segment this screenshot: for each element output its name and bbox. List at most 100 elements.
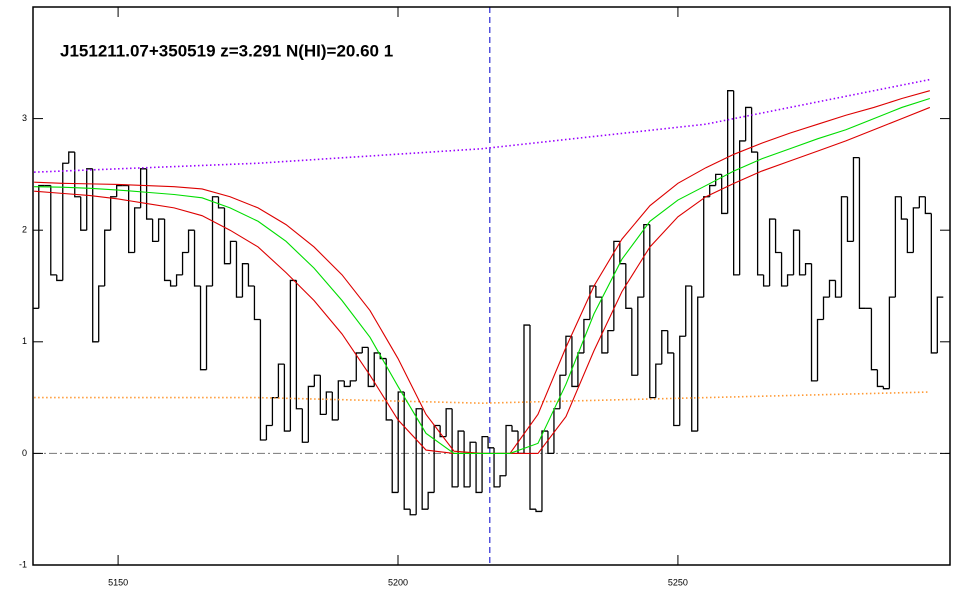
spectrum-step	[98, 285, 105, 342]
spectrum-step	[715, 173, 722, 186]
spectrum-step	[667, 330, 674, 354]
spectrum-step	[816, 318, 824, 381]
spectrum-step	[744, 106, 752, 141]
spectrum-step	[127, 185, 135, 254]
spectrum-step	[367, 347, 375, 388]
spectrum-step	[535, 509, 542, 513]
spectrum-step	[499, 475, 507, 487]
spectrum-step	[325, 391, 333, 415]
spectrum-step	[277, 363, 285, 398]
spectrum-step	[391, 419, 399, 494]
spectrum-step	[661, 329, 668, 365]
spectrum-step	[475, 442, 483, 494]
spectrum-step	[307, 385, 315, 443]
spectrum-step	[295, 280, 303, 410]
spectrum-step	[62, 162, 69, 281]
spectrum-step	[439, 425, 447, 438]
spectrum-step	[936, 296, 944, 353]
y-tick-label: -1	[19, 559, 27, 569]
spectrum-step	[110, 196, 117, 231]
spectrum-step	[199, 286, 207, 371]
spectrum-step	[655, 363, 662, 398]
spectrum-step	[505, 424, 513, 476]
spectrum-step	[397, 391, 405, 493]
spectrum-step	[649, 224, 656, 399]
spectrum-step	[774, 219, 782, 254]
spectrum-step	[756, 152, 764, 276]
spectrum-step	[685, 285, 692, 337]
spectrum-step	[912, 207, 920, 253]
spectrum-step	[733, 90, 740, 276]
spectrum-step	[133, 207, 141, 253]
spectrum-step	[259, 319, 267, 441]
spectrum-step	[924, 196, 932, 215]
spectrum-step	[780, 252, 788, 287]
spectrum-step	[56, 274, 63, 282]
spectrum-step	[349, 380, 357, 387]
spectrum-step	[703, 196, 710, 298]
spectrum-step	[762, 274, 770, 287]
spectrum-step	[38, 184, 45, 309]
spectrum-step	[930, 213, 938, 354]
spectrum-step	[181, 251, 189, 275]
spectrum-step	[870, 308, 878, 371]
spectrum-step	[80, 196, 87, 231]
spectrum-step	[163, 219, 171, 282]
spectrum-step	[355, 352, 363, 381]
spectrum-step	[92, 168, 99, 343]
spectrum-step	[888, 296, 896, 389]
spectrum-step	[409, 509, 417, 516]
spectrum-step	[175, 274, 183, 286]
spectrum-step	[613, 240, 620, 331]
y-tick-label: 2	[22, 225, 27, 235]
y-tick-label: 1	[22, 336, 27, 346]
plot-frame	[32, 6, 951, 566]
spectrum-step	[894, 196, 902, 298]
spectrum-step	[361, 346, 369, 353]
spectrum-step	[451, 408, 459, 488]
spectrum-step	[235, 241, 243, 298]
spectrum-step	[265, 424, 273, 441]
spectrum-step	[840, 196, 848, 298]
spectrum-step	[792, 229, 800, 275]
spectrum-step	[918, 196, 926, 208]
spectrum-step	[469, 441, 477, 487]
spectrum-step	[852, 157, 860, 242]
spectrum-step	[487, 436, 495, 449]
spectrum-step	[247, 263, 255, 287]
spectrum-step	[786, 274, 794, 286]
spectrum-step	[193, 230, 201, 287]
spectrum-step	[595, 286, 602, 298]
dotted-curve	[34, 78, 931, 173]
spectrum-step	[463, 431, 471, 488]
spectrum-step	[738, 140, 746, 275]
spectrum-step	[157, 218, 165, 242]
spectrum-step	[601, 297, 608, 354]
spectrum-step	[571, 336, 578, 388]
spectrum-step	[697, 296, 704, 432]
spectrum-step	[625, 263, 632, 309]
spectrum-step	[229, 240, 237, 264]
spectrum-step	[343, 380, 351, 388]
spectrum-step	[541, 430, 548, 512]
spectrum-step	[906, 219, 914, 254]
spectrum-step	[631, 308, 638, 376]
model-curve	[34, 97, 931, 454]
spectrum-step	[846, 196, 854, 243]
spectrum-step	[337, 380, 345, 420]
spectrum-step	[768, 218, 776, 286]
spectrum-step	[673, 352, 680, 427]
spectrum-step	[834, 280, 842, 298]
spectrum-step	[607, 329, 614, 353]
spectrum-step	[900, 196, 908, 220]
spectrum-step	[385, 358, 393, 421]
spectrum-step	[822, 296, 830, 320]
spectrum-step	[637, 296, 644, 376]
spectrum-step	[50, 185, 57, 276]
spectrum-step	[217, 196, 225, 209]
spectrum-step	[882, 386, 890, 390]
spectrum-step	[104, 229, 111, 286]
spectrum-step	[679, 335, 686, 426]
dotted-curve	[34, 391, 930, 404]
